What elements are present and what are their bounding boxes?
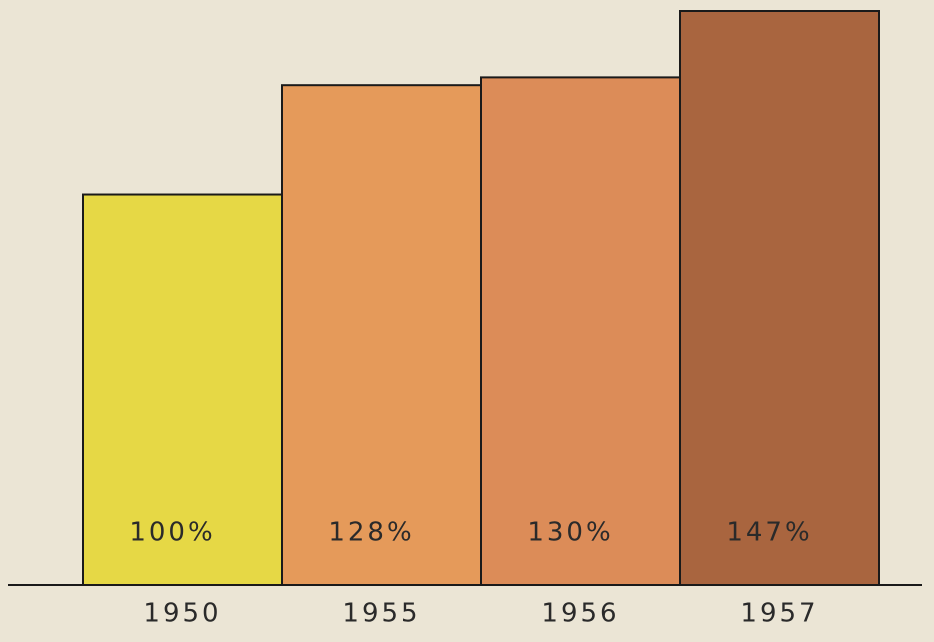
value-label: 147% — [726, 518, 812, 548]
x-tick-label: 1955 — [342, 599, 420, 629]
value-label: 128% — [328, 518, 414, 548]
value-label: 130% — [527, 518, 613, 548]
bar — [679, 10, 880, 586]
x-tick-label: 1956 — [541, 599, 619, 629]
x-tick-label: 1957 — [740, 599, 818, 629]
bar — [281, 84, 482, 586]
x-tick-label: 1950 — [143, 599, 221, 629]
bar — [480, 76, 681, 586]
value-label: 100% — [129, 518, 215, 548]
bar — [82, 193, 283, 586]
